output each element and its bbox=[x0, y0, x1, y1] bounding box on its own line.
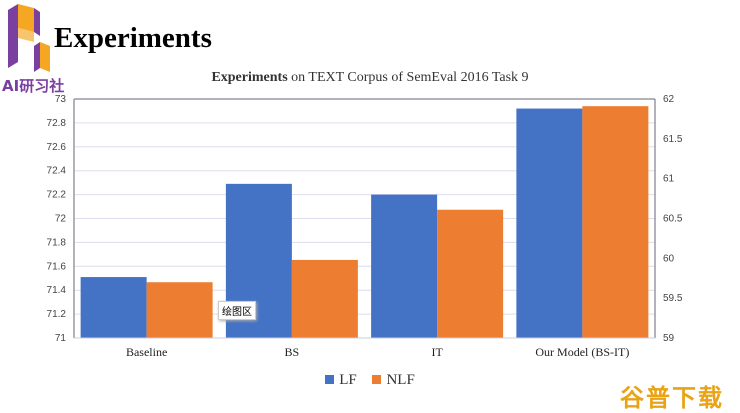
bar-nlf bbox=[146, 282, 213, 338]
x-category-label: IT bbox=[431, 345, 443, 359]
bar-nlf bbox=[291, 259, 358, 338]
logo bbox=[8, 4, 50, 72]
x-category-label: Our Model (BS-IT) bbox=[535, 345, 629, 359]
y-right-tick-label: 59 bbox=[663, 333, 675, 344]
y-left-tick-label: 71.6 bbox=[47, 261, 67, 272]
watermark: 谷普下载 bbox=[620, 384, 724, 412]
bar-lf bbox=[371, 194, 438, 338]
legend: LF NLF bbox=[0, 372, 740, 389]
bar-lf bbox=[516, 108, 583, 338]
y-left-tick-label: 71.8 bbox=[47, 237, 67, 248]
chart-title: Experiments on TEXT Corpus of SemEval 20… bbox=[0, 70, 740, 86]
y-right-tick-label: 60.5 bbox=[663, 214, 683, 225]
y-left-tick-label: 72.8 bbox=[47, 118, 67, 129]
bar-nlf bbox=[582, 106, 649, 338]
x-category-label: BS bbox=[285, 345, 300, 359]
y-right-tick-label: 61.5 bbox=[663, 134, 683, 145]
chart-title-rest: on TEXT Corpus of SemEval 2016 Task 9 bbox=[287, 70, 529, 85]
legend-label: LF bbox=[339, 372, 357, 388]
y-left-tick-label: 71 bbox=[55, 333, 67, 344]
y-left-tick-label: 72.4 bbox=[47, 166, 67, 177]
y-left-tick-label: 72.2 bbox=[47, 190, 67, 201]
y-right-tick-label: 59.5 bbox=[663, 293, 683, 304]
slide-title: Experiments bbox=[54, 22, 212, 54]
y-right-tick-label: 62 bbox=[663, 94, 675, 105]
logo-text: AI研习社 bbox=[2, 77, 65, 95]
legend-swatch bbox=[372, 375, 382, 384]
y-right-tick-label: 61 bbox=[663, 174, 675, 185]
y-right-tick-label: 60 bbox=[663, 253, 675, 264]
y-left-tick-label: 73 bbox=[55, 94, 67, 105]
y-left-tick-label: 72 bbox=[55, 214, 67, 225]
legend-label: NLF bbox=[386, 372, 415, 388]
y-left-tick-label: 72.6 bbox=[47, 142, 67, 153]
bar-lf bbox=[80, 277, 147, 338]
y-left-tick-label: 71.4 bbox=[47, 285, 67, 296]
legend-item-lf: LF bbox=[325, 372, 357, 389]
bar-nlf bbox=[437, 209, 504, 338]
legend-swatch bbox=[325, 375, 335, 384]
y-left-tick-label: 71.2 bbox=[47, 309, 67, 320]
legend-item-nlf: NLF bbox=[372, 372, 415, 389]
chart-title-bold: Experiments bbox=[211, 70, 288, 85]
plot-area-tooltip: 绘图区 bbox=[218, 301, 256, 320]
x-category-label: Baseline bbox=[126, 345, 167, 359]
